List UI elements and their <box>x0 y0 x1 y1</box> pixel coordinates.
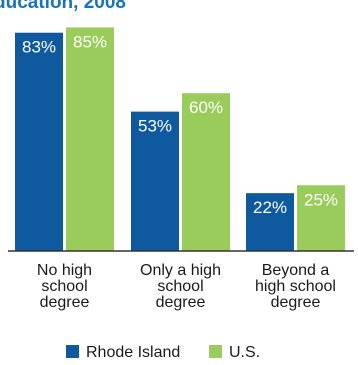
bar-value-label: 25% <box>304 190 338 209</box>
bar-u-s-1 <box>66 27 114 252</box>
legend-label: Rhode Island <box>86 344 180 361</box>
bar-value-label: 83% <box>22 38 56 57</box>
bars-layer: 83% 85% 53% 60% 22% 25% <box>15 27 345 252</box>
legend-label: U.S. <box>229 344 260 361</box>
legend: Rhode Island U.S. <box>66 344 260 361</box>
bar-value-label: 60% <box>189 98 223 117</box>
bar-rhode-island-1 <box>15 32 63 252</box>
legend-swatch <box>66 345 79 358</box>
chart-title: ducation, 2008 <box>0 0 126 13</box>
category-labels: No high school degree Only a high school degr… <box>37 262 336 311</box>
bar-value-label: 22% <box>253 198 287 217</box>
bar-rhode-island-3 <box>246 193 294 251</box>
bar-u-s-3 <box>297 185 345 251</box>
bar-u-s-2 <box>182 93 230 251</box>
category-label: Beyond a high school degree <box>255 262 336 311</box>
bar-value-label: 85% <box>73 32 107 51</box>
category-label: Only a high school degree <box>140 262 221 311</box>
bar-value-label: 53% <box>138 117 172 136</box>
legend-swatch <box>209 345 222 358</box>
category-label: No high school degree <box>37 262 92 311</box>
bar-rhode-island-2 <box>131 111 179 251</box>
